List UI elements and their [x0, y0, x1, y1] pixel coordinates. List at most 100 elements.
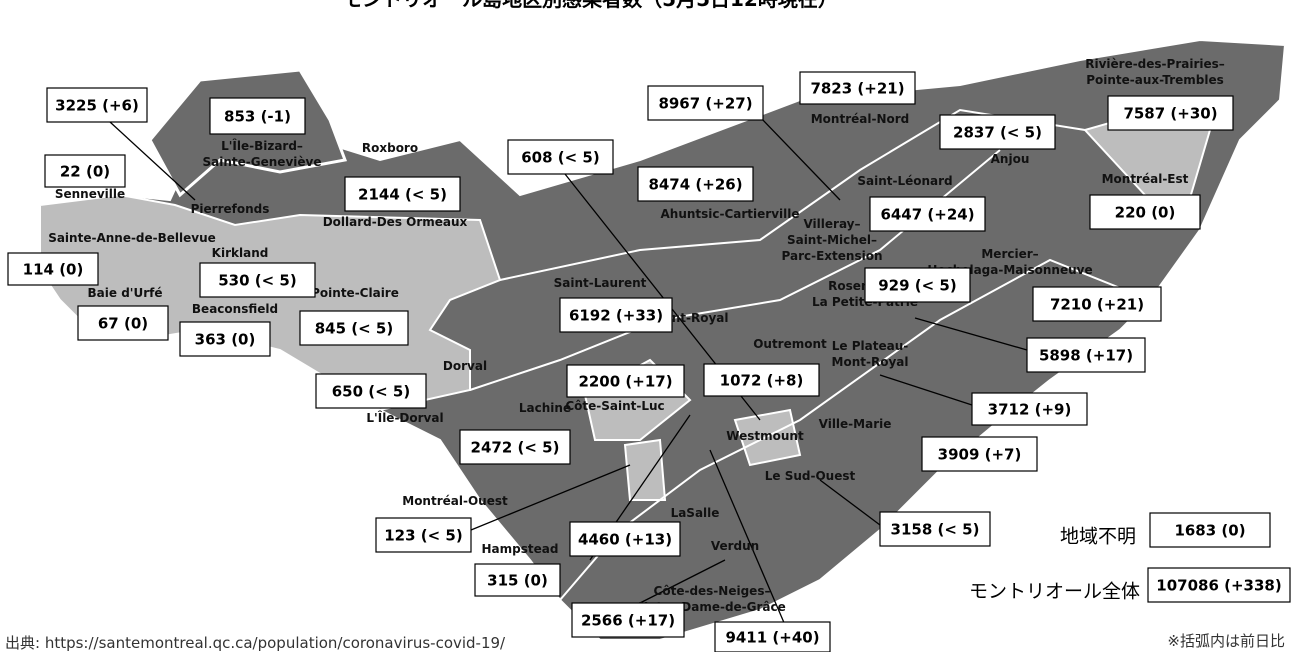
case-box: 4460 (+13)	[569, 521, 681, 557]
note: ※括弧内は前日比	[1167, 632, 1285, 650]
district-name-line: Dollard-Des Ormeaux	[323, 215, 468, 229]
box-text: 22 (0)	[60, 163, 110, 181]
box-frame	[647, 85, 764, 121]
district-name-line: Parc-Extension	[782, 249, 883, 263]
district-name-line: Ahuntsic-Cartierville	[660, 207, 799, 221]
box-frame	[971, 392, 1088, 426]
district-name: Outremont	[753, 337, 827, 351]
case-box: 2472 (< 5)	[459, 429, 571, 465]
case-box: 2837 (< 5)	[939, 114, 1056, 150]
box-text: 8474 (+26)	[648, 176, 742, 194]
box-text: 7587 (+30)	[1123, 105, 1217, 123]
district-name: Lachine	[519, 401, 571, 415]
box-frame	[569, 521, 681, 557]
box-text: 114 (0)	[23, 261, 84, 279]
box-frame	[571, 602, 685, 638]
box-frame	[869, 196, 986, 232]
box-text: 2566 (+17)	[581, 612, 675, 630]
district-name-line: Westmount	[726, 429, 804, 443]
case-box: 5898 (+17)	[1026, 337, 1146, 373]
district-name: Anjou	[991, 152, 1030, 166]
case-box: 530 (< 5)	[199, 262, 316, 298]
district-name: Dollard-Des Ormeaux	[323, 215, 468, 229]
box-frame	[315, 373, 427, 409]
box-text: 2144 (< 5)	[358, 186, 447, 204]
box-frame	[799, 71, 916, 105]
case-box: 114 (0)	[7, 252, 99, 286]
case-box: 845 (< 5)	[299, 310, 409, 346]
district-name-line: LaSalle	[671, 506, 720, 520]
box-frame	[299, 310, 409, 346]
case-box: 3909 (+7)	[921, 436, 1038, 472]
district-name: Pierrefonds	[191, 202, 270, 216]
case-box: 853 (-1)	[209, 97, 306, 135]
district-name-line: Côte-des-Neiges–	[654, 584, 771, 598]
district-name: Le Sud-Ouest	[765, 469, 856, 483]
case-box: 315 (0)	[474, 563, 561, 597]
district-name: L'Île-Dorval	[366, 410, 443, 425]
box-frame	[209, 97, 306, 135]
source: 出典: https://santemontreal.qc.ca/populati…	[5, 634, 506, 652]
case-box: 929 (< 5)	[864, 267, 971, 303]
box-text: 530 (< 5)	[218, 272, 296, 290]
district-name-line: L'Île-Dorval	[366, 410, 443, 425]
case-box: 67 (0)	[77, 305, 169, 341]
box-text: 6447 (+24)	[880, 206, 974, 224]
district-name-line: Saint-Léonard	[857, 174, 952, 188]
case-box: 7210 (+21)	[1032, 286, 1162, 322]
district-name-line: Verdun	[711, 539, 759, 553]
case-box: 220 (0)	[1089, 194, 1201, 230]
district-name: LaSalle	[671, 506, 720, 520]
district-name: Kirkland	[212, 246, 269, 260]
district-name: Roxboro	[362, 141, 418, 155]
box-text: 2200 (+17)	[578, 373, 672, 391]
box-text: 9411 (+40)	[725, 629, 819, 647]
case-box: 123 (< 5)	[375, 517, 472, 553]
box-text: 608 (< 5)	[521, 149, 599, 167]
box-text: 845 (< 5)	[315, 320, 393, 338]
district-name-line: Mercier–	[981, 247, 1038, 261]
district-name: Rivière-des-Prairies– Pointe-aux-Trembles	[1085, 57, 1225, 87]
box-frame	[507, 139, 614, 175]
box-frame	[1089, 194, 1201, 230]
case-box: 1072 (+8)	[703, 363, 820, 397]
box-text: 3225 (+6)	[55, 97, 139, 115]
district-name-line: Le Plateau-	[832, 339, 908, 353]
box-text: 929 (< 5)	[878, 277, 956, 295]
box-frame	[179, 321, 271, 357]
case-box: 7823 (+21)	[799, 71, 916, 105]
box-frame	[199, 262, 316, 298]
box-frame	[1107, 95, 1234, 131]
district-name-line: Roxboro	[362, 141, 418, 155]
box-text: 67 (0)	[98, 315, 148, 333]
district-name-line: Le Sud-Ouest	[765, 469, 856, 483]
district-name-line: Ville-Marie	[819, 417, 892, 431]
box-text: 1683 (0)	[1174, 522, 1245, 540]
box-frame	[921, 436, 1038, 472]
box-text: 650 (< 5)	[332, 383, 410, 401]
district-name-line: Côte-Saint-Luc	[565, 399, 664, 413]
box-text: 1072 (+8)	[720, 372, 804, 390]
unknown-label: 地域不明	[1060, 526, 1136, 548]
unknown-box: 1683 (0)	[1149, 512, 1271, 548]
box-text: 220 (0)	[1115, 204, 1176, 222]
box-frame	[566, 364, 685, 398]
box-frame	[474, 563, 561, 597]
box-frame	[703, 363, 820, 397]
district-name: Westmount	[726, 429, 804, 443]
district-name-line: Sainte-Anne-de-Bellevue	[48, 231, 216, 245]
district-name-line: Mont-Royal	[832, 355, 909, 369]
case-box: 8474 (+26)	[637, 166, 754, 202]
box-frame	[939, 114, 1056, 150]
total-label: モントリオール全体	[969, 581, 1140, 603]
box-text: 5898 (+17)	[1039, 347, 1133, 365]
box-frame	[1147, 567, 1291, 603]
box-frame	[879, 511, 991, 547]
district-name: Verdun	[711, 539, 759, 553]
district-name-line: Montréal-Nord	[811, 112, 910, 126]
district-name-line: Lachine	[519, 401, 571, 415]
box-text: 3909 (+7)	[938, 446, 1022, 464]
district-name-line: Saint-Laurent	[554, 276, 647, 290]
box-text: 8967 (+27)	[658, 95, 752, 113]
box-frame	[459, 429, 571, 465]
